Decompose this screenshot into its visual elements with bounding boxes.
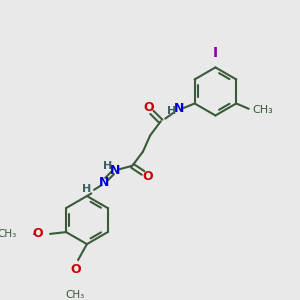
Text: O: O [32,227,43,240]
Text: O: O [143,100,154,113]
Text: H: H [82,184,92,194]
Text: H: H [103,161,112,171]
Text: O: O [142,170,153,183]
Text: CH₃: CH₃ [0,229,16,239]
Text: N: N [110,164,121,177]
Text: N: N [99,176,109,189]
Text: CH₃: CH₃ [66,290,85,300]
Text: N: N [173,102,184,115]
Text: CH₃: CH₃ [252,105,273,115]
Text: H: H [167,106,176,116]
Text: I: I [213,46,218,60]
Text: O: O [70,262,81,275]
